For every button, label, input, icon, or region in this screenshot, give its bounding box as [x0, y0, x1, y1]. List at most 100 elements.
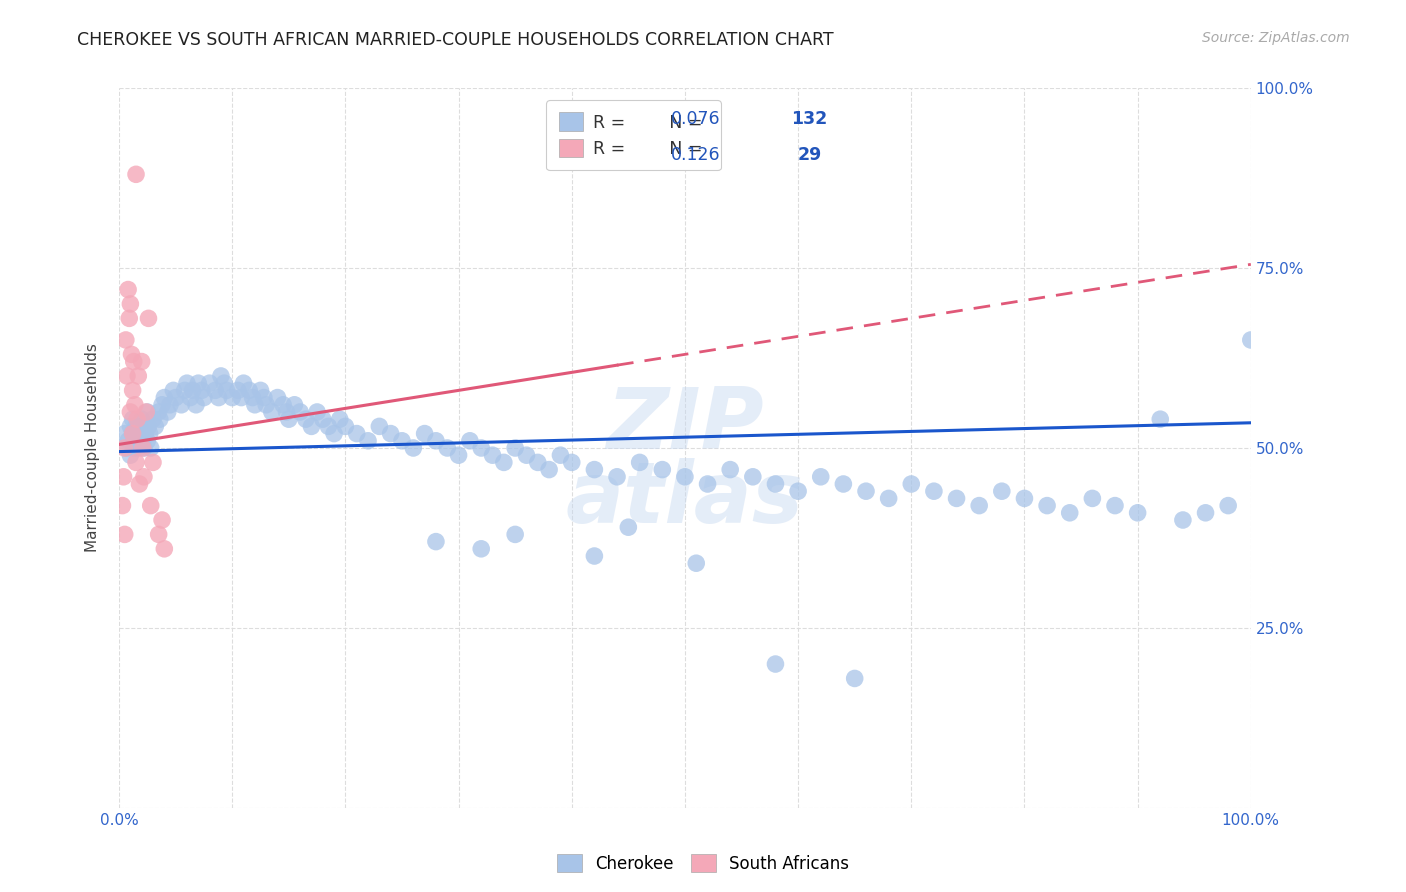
Point — [1149, 412, 1171, 426]
Point — [204, 384, 226, 398]
Point — [136, 405, 159, 419]
Point — [260, 405, 283, 419]
Y-axis label: Married-couple Households: Married-couple Households — [86, 343, 100, 552]
Point — [136, 434, 159, 448]
Point — [673, 470, 696, 484]
Point — [132, 441, 155, 455]
Point — [249, 384, 271, 398]
Point — [877, 491, 900, 506]
Point — [215, 384, 238, 398]
Point — [425, 534, 447, 549]
Point — [132, 419, 155, 434]
Point — [277, 412, 299, 426]
Point — [153, 391, 176, 405]
Point — [127, 426, 149, 441]
Point — [159, 398, 181, 412]
Point — [114, 426, 136, 441]
Point — [114, 441, 136, 455]
Point — [436, 441, 458, 455]
Point — [148, 405, 170, 419]
Point — [128, 477, 150, 491]
Point — [481, 448, 503, 462]
Point — [190, 384, 212, 398]
Text: 132: 132 — [792, 110, 828, 128]
Point — [121, 412, 143, 426]
Point — [120, 405, 142, 419]
Point — [844, 672, 866, 686]
Point — [127, 441, 149, 455]
Point — [765, 657, 787, 671]
Point — [187, 376, 209, 391]
Point — [718, 462, 741, 476]
Point — [148, 527, 170, 541]
Point — [606, 470, 628, 484]
Point — [855, 484, 877, 499]
Point — [173, 384, 195, 398]
Point — [696, 477, 718, 491]
Point — [561, 455, 583, 469]
Point — [138, 311, 160, 326]
Point — [945, 491, 967, 506]
Point — [470, 541, 492, 556]
Point — [335, 419, 357, 434]
Point — [209, 368, 232, 383]
Point — [184, 398, 207, 412]
Point — [266, 391, 288, 405]
Point — [115, 441, 138, 455]
Point — [832, 477, 855, 491]
Point — [741, 470, 763, 484]
Point — [318, 419, 340, 434]
Point — [312, 412, 335, 426]
Point — [617, 520, 640, 534]
Point — [135, 405, 157, 419]
Point — [117, 283, 139, 297]
Point — [176, 376, 198, 391]
Point — [193, 391, 215, 405]
Point — [242, 391, 264, 405]
Point — [550, 448, 572, 462]
Point — [1036, 499, 1059, 513]
Point — [346, 426, 368, 441]
Point — [124, 398, 146, 412]
Legend: R =        N = , R =        N = : R = N = , R = N = — [547, 100, 720, 170]
Point — [128, 419, 150, 434]
Point — [150, 513, 173, 527]
Point — [134, 426, 156, 441]
Point — [1014, 491, 1036, 506]
Point — [131, 354, 153, 368]
Point — [122, 354, 145, 368]
Point — [1240, 333, 1263, 347]
Text: CHEROKEE VS SOUTH AFRICAN MARRIED-COUPLE HOUSEHOLDS CORRELATION CHART: CHEROKEE VS SOUTH AFRICAN MARRIED-COUPLE… — [77, 31, 834, 49]
Point — [503, 441, 526, 455]
Point — [121, 426, 143, 441]
Point — [125, 434, 148, 448]
Point — [991, 484, 1014, 499]
Point — [125, 419, 148, 434]
Point — [221, 391, 243, 405]
Point — [115, 368, 138, 383]
Point — [120, 448, 142, 462]
Point — [368, 419, 391, 434]
Point — [1171, 513, 1194, 527]
Point — [651, 462, 673, 476]
Point — [121, 384, 143, 398]
Point — [1104, 499, 1126, 513]
Point — [117, 434, 139, 448]
Point — [132, 434, 155, 448]
Point — [238, 384, 260, 398]
Point — [307, 405, 329, 419]
Point — [181, 384, 204, 398]
Point — [112, 470, 135, 484]
Point — [138, 426, 160, 441]
Text: 0.076: 0.076 — [671, 110, 721, 128]
Point — [170, 398, 193, 412]
Point — [114, 527, 136, 541]
Point — [198, 376, 221, 391]
Text: ZIP
atlas: ZIP atlas — [565, 384, 804, 541]
Point — [527, 455, 550, 469]
Point — [121, 347, 143, 361]
Point — [447, 448, 470, 462]
Point — [243, 398, 266, 412]
Point — [179, 391, 201, 405]
Point — [470, 441, 492, 455]
